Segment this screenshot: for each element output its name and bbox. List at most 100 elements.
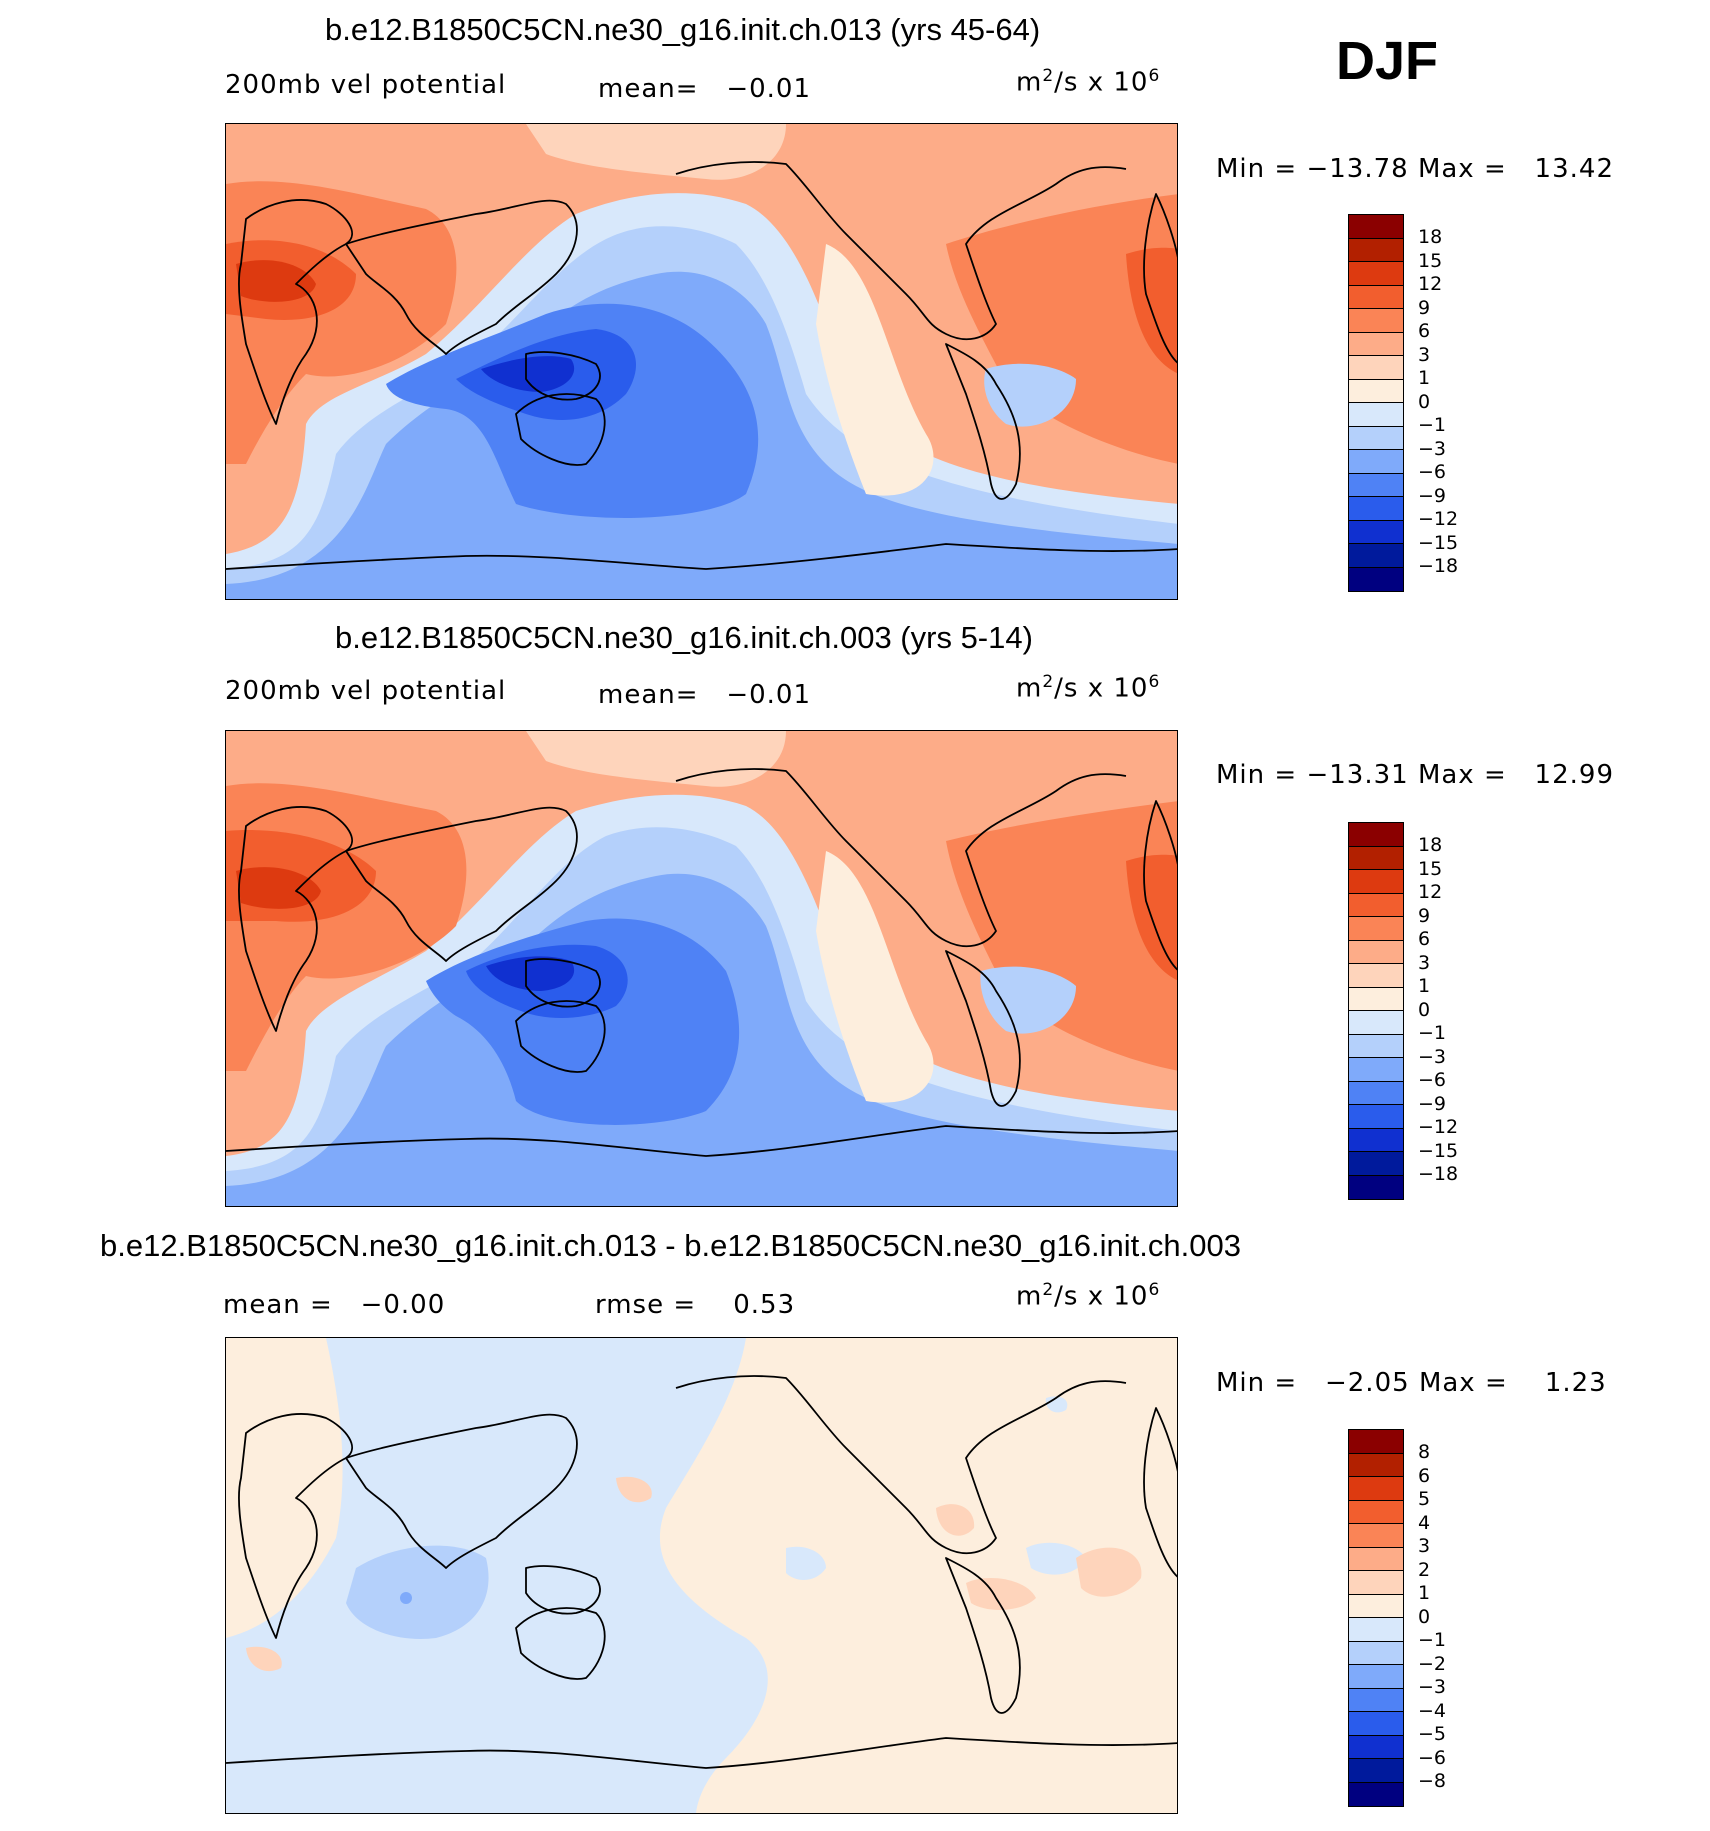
colorbar-swatch <box>1349 1430 1403 1454</box>
colorbar-tick-label: 6 <box>1418 320 1431 342</box>
colorbar-tick-label: 12 <box>1418 881 1443 903</box>
colorbar-tick-label: −2 <box>1418 1652 1447 1675</box>
panel-3-mean: mean = −0.00 <box>223 1290 445 1320</box>
colorbar-tick-label: 9 <box>1418 296 1431 319</box>
colorbar-swatch <box>1349 1618 1403 1642</box>
colorbar-tick-label: −3 <box>1418 1676 1447 1698</box>
panel-1-colorbar <box>1348 214 1404 592</box>
colorbar-swatch <box>1349 1524 1403 1548</box>
colorbar-swatch <box>1349 870 1403 894</box>
min-value: −13.31 <box>1306 760 1409 790</box>
colorbar-swatch <box>1349 1453 1403 1477</box>
colorbar-swatch <box>1349 1571 1403 1595</box>
min-label: Min = <box>1216 154 1298 184</box>
panel-2-mean: mean= −0.01 <box>598 680 811 710</box>
colorbar-tick-label: 3 <box>1418 1535 1431 1557</box>
panel-1-mean-value: −0.01 <box>726 74 812 104</box>
panel-2-minmax: Min = −13.31 Max = 12.99 <box>1216 760 1614 790</box>
panel-2-map <box>225 730 1178 1207</box>
colorbar-swatch <box>1349 262 1403 286</box>
colorbar-swatch <box>1349 917 1403 941</box>
panel-2-contour-field <box>226 731 1177 1206</box>
colorbar-swatch <box>1349 1152 1403 1176</box>
colorbar-tick-label: −3 <box>1418 1045 1447 1068</box>
panel-2-title: b.e12.B1850C5CN.ne30_g16.init.ch.003 (yr… <box>335 620 1033 655</box>
colorbar-swatch <box>1349 450 1403 474</box>
colorbar-tick-label: 3 <box>1418 343 1431 366</box>
panel-1-mean-label: mean= <box>598 74 699 104</box>
colorbar-tick-label: −15 <box>1418 531 1459 554</box>
colorbar-swatch <box>1349 403 1403 427</box>
colorbar-tick-label: 15 <box>1418 249 1443 272</box>
units-mid: /s x 10 <box>1054 67 1149 98</box>
colorbar-swatch <box>1349 379 1403 403</box>
colorbar-swatch <box>1349 285 1403 309</box>
panel-2-variable: 200mb vel potential <box>225 676 507 706</box>
colorbar-tick-label: −1 <box>1418 1629 1447 1651</box>
colorbar-tick-label: −18 <box>1418 555 1459 577</box>
units-exp: 2 <box>1042 66 1055 86</box>
colorbar-tick-label: 3 <box>1418 951 1431 974</box>
colorbar-swatch <box>1349 309 1403 333</box>
colorbar-swatch <box>1349 1500 1403 1524</box>
panel-1-variable: 200mb vel potential <box>225 70 507 100</box>
min-label: Min = <box>1216 1368 1298 1398</box>
colorbar-tick-label: 2 <box>1418 1558 1431 1581</box>
units-base: m <box>1016 67 1043 98</box>
units-exp: 2 <box>1042 1280 1055 1300</box>
max-value: 13.42 <box>1534 154 1614 184</box>
colorbar-tick-label: −1 <box>1418 1022 1447 1044</box>
colorbar-swatch <box>1349 823 1403 847</box>
colorbar-swatch <box>1349 1641 1403 1665</box>
min-value: −2.05 <box>1324 1368 1410 1398</box>
colorbar-swatch <box>1349 1128 1403 1152</box>
colorbar-tick-label: 0 <box>1418 390 1431 413</box>
colorbar-swatch <box>1349 1477 1403 1501</box>
colorbar-tick-label: −8 <box>1418 1770 1447 1792</box>
panel-3-minmax: Min = −2.05 Max = 1.23 <box>1216 1368 1607 1398</box>
colorbar-tick-label: 9 <box>1418 904 1431 927</box>
colorbar-tick-label: −12 <box>1418 1116 1459 1138</box>
colorbar-swatch <box>1349 1081 1403 1105</box>
colorbar-tick-label: 4 <box>1418 1511 1431 1534</box>
colorbar-swatch <box>1349 893 1403 917</box>
max-value: 1.23 <box>1544 1368 1607 1398</box>
panel-3-rmse: rmse = 0.53 <box>595 1290 795 1320</box>
colorbar-tick-label: −12 <box>1418 508 1459 530</box>
colorbar-swatch <box>1349 1759 1403 1783</box>
panel-2-mean-value: −0.01 <box>726 680 812 710</box>
colorbar-swatch <box>1349 497 1403 521</box>
units-exp: 6 <box>1148 1280 1161 1300</box>
panel-1-contour-field <box>226 124 1177 599</box>
panel-3-rmse-label: rmse = <box>595 1290 697 1320</box>
colorbar-swatch <box>1349 846 1403 870</box>
colorbar-swatch <box>1349 544 1403 568</box>
colorbar-tick-label: −6 <box>1418 461 1447 483</box>
colorbar-tick-label: −3 <box>1418 437 1447 460</box>
colorbar-tick-label: 18 <box>1418 226 1443 248</box>
colorbar-swatch <box>1349 332 1403 356</box>
min-label: Min = <box>1216 760 1298 790</box>
colorbar-tick-label: −9 <box>1418 484 1447 507</box>
colorbar-tick-label: −4 <box>1418 1699 1447 1722</box>
season-label: DJF <box>1336 31 1439 91</box>
colorbar-tick-label: 0 <box>1418 1605 1431 1628</box>
panel-3-map <box>225 1337 1178 1814</box>
units-exp: 6 <box>1148 66 1161 86</box>
colorbar-swatch <box>1349 238 1403 262</box>
colorbar-swatch <box>1349 356 1403 380</box>
panel-2-mean-label: mean= <box>598 680 699 710</box>
units-mid: /s x 10 <box>1054 673 1149 704</box>
colorbar-swatch <box>1349 1011 1403 1035</box>
colorbar-tick-label: −6 <box>1418 1746 1447 1769</box>
colorbar-tick-label: 6 <box>1418 928 1431 950</box>
panel-3-mean-value: −0.00 <box>360 1290 446 1320</box>
colorbar-tick-label: 15 <box>1418 857 1443 880</box>
panel-2-units: m2/s x 106 <box>1016 672 1160 704</box>
colorbar-tick-label: −15 <box>1418 1139 1459 1162</box>
colorbar-tick-label: −6 <box>1418 1069 1447 1091</box>
colorbar-swatch <box>1349 1688 1403 1712</box>
colorbar-swatch <box>1349 940 1403 964</box>
max-label: Max = <box>1418 1368 1508 1398</box>
panel-3-contour-field <box>226 1338 1177 1813</box>
